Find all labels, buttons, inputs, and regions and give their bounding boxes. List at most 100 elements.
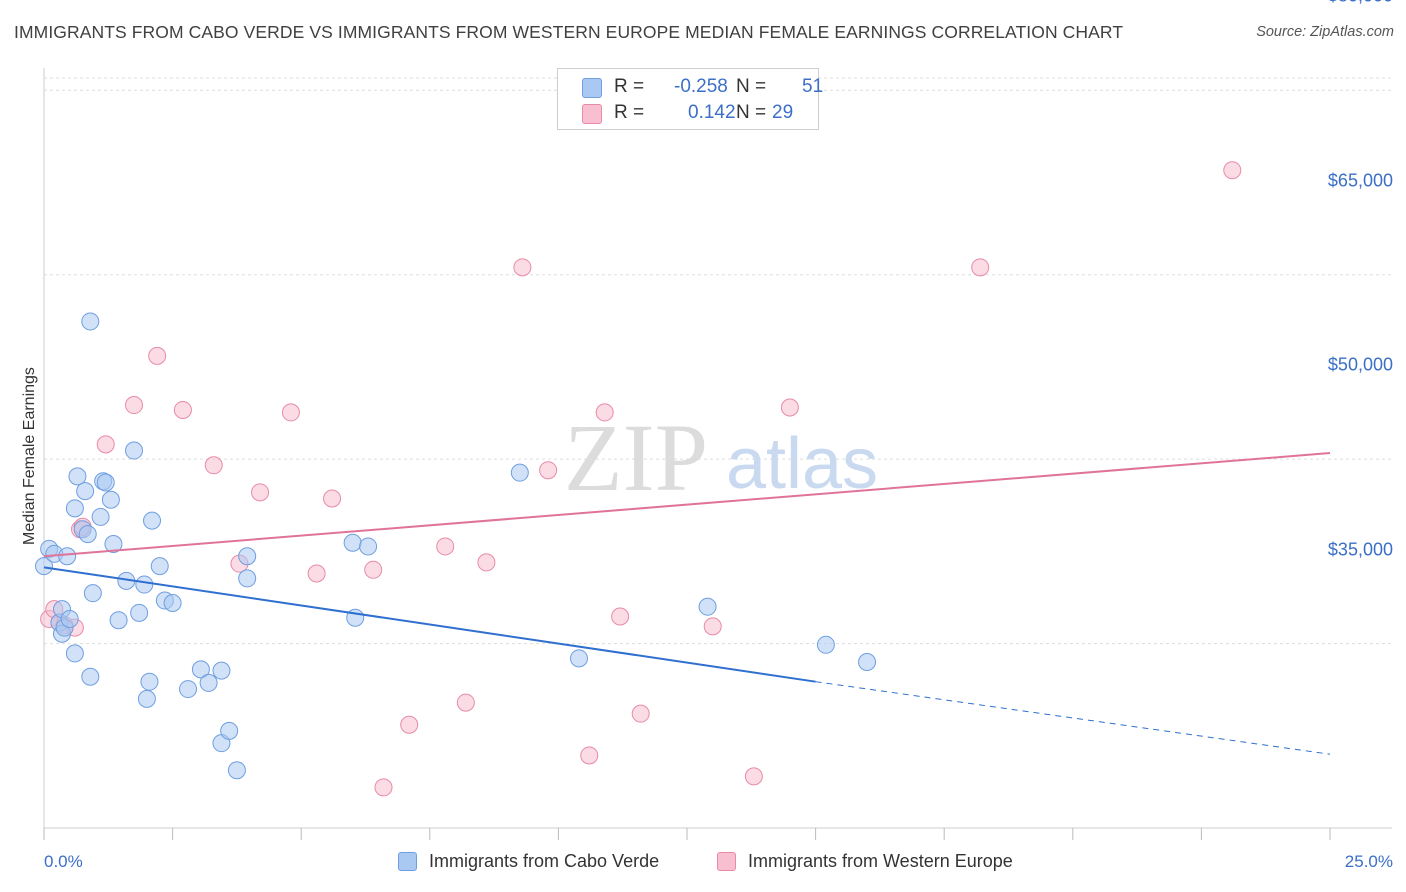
data-point-cabo-verde: [163, 594, 182, 612]
y-tick-label: $80,000: [1328, 0, 1393, 7]
data-point-western-europe: [125, 396, 144, 415]
data-point-cabo-verde: [140, 672, 159, 691]
legend-item-cabo-verde[interactable]: Immigrants from Cabo Verde: [398, 851, 659, 872]
data-point-cabo-verde: [91, 507, 110, 526]
data-point-western-europe: [173, 400, 192, 419]
swatch-cabo-verde: [582, 78, 602, 98]
data-point-cabo-verde: [238, 569, 257, 588]
data-point-western-europe: [307, 564, 326, 583]
legend: Immigrants from Cabo Verde Immigrants fr…: [0, 851, 1406, 877]
data-point-western-europe: [204, 456, 223, 475]
data-point-western-europe: [744, 767, 763, 786]
watermark: ZIP atlas: [564, 404, 878, 511]
data-point-cabo-verde: [359, 537, 378, 556]
data-point-cabo-verde: [343, 533, 362, 552]
n-label: N =: [736, 102, 767, 123]
data-point-western-europe: [281, 403, 300, 422]
legend-item-western-europe[interactable]: Immigrants from Western Europe: [717, 851, 1013, 872]
data-point-western-europe: [364, 560, 383, 579]
data-point-cabo-verde: [143, 511, 162, 530]
data-point-western-europe: [539, 461, 558, 480]
data-point-cabo-verde: [199, 673, 218, 692]
data-point-cabo-verde: [858, 653, 877, 672]
data-point-cabo-verde: [65, 644, 84, 663]
data-point-western-europe: [780, 398, 799, 417]
data-point-western-europe: [513, 258, 532, 277]
source-credit: Source: ZipAtlas.com: [1256, 24, 1394, 40]
y-tick-label: $65,000: [1327, 170, 1393, 191]
legend-swatch-cabo-verde: [398, 852, 417, 871]
correlation-stats-box: R = -0.258 N = 51 R = 0.142 N = 29: [557, 68, 823, 130]
legend-label-cabo-verde: Immigrants from Cabo Verde: [429, 851, 660, 871]
data-point-cabo-verde: [510, 463, 529, 482]
data-point-cabo-verde: [125, 441, 144, 460]
data-point-western-europe: [323, 489, 342, 508]
data-point-cabo-verde: [35, 557, 53, 576]
data-point-cabo-verde: [135, 575, 154, 594]
data-point-western-europe: [631, 704, 650, 723]
x-tick-label-max: 25.0%: [1344, 852, 1393, 871]
data-point-cabo-verde: [569, 649, 588, 668]
data-point-cabo-verde: [109, 611, 128, 630]
x-tick-label-min: 0.0%: [44, 852, 83, 871]
data-point-cabo-verde: [816, 635, 835, 654]
data-point-western-europe: [374, 778, 393, 797]
data-point-cabo-verde: [220, 721, 239, 740]
chart-title: IMMIGRANTS FROM CABO VERDE VS IMMIGRANTS…: [14, 22, 1124, 42]
data-point-cabo-verde: [137, 689, 156, 708]
n-label: N =: [736, 76, 767, 97]
data-point-western-europe: [477, 553, 496, 572]
swatch-western-europe: [582, 104, 602, 124]
r-value: -0.258: [674, 76, 728, 97]
data-point-cabo-verde: [191, 660, 210, 679]
data-point-cabo-verde: [78, 525, 97, 544]
r-label: R =: [614, 76, 645, 97]
data-point-cabo-verde: [60, 609, 79, 628]
data-point-western-europe: [456, 693, 475, 712]
y-tick-label: $35,000: [1327, 539, 1393, 560]
data-point-cabo-verde: [101, 490, 120, 509]
axes: [43, 68, 1392, 840]
data-point-cabo-verde: [238, 547, 257, 566]
legend-label-western-europe: Immigrants from Western Europe: [748, 851, 1013, 871]
data-point-cabo-verde: [81, 312, 100, 331]
n-value: 51: [802, 76, 824, 97]
data-point-western-europe: [1223, 161, 1242, 180]
r-label: R =: [614, 102, 645, 123]
data-point-cabo-verde: [76, 482, 95, 501]
data-point-western-europe: [971, 258, 990, 277]
data-point-cabo-verde: [96, 473, 115, 492]
data-point-western-europe: [703, 617, 722, 636]
watermark-zip: ZIP: [564, 404, 708, 511]
trend-line-cabo-verde: [43, 566, 816, 683]
data-point-cabo-verde: [212, 661, 231, 680]
data-point-western-europe: [148, 346, 167, 365]
data-point-cabo-verde: [150, 557, 169, 576]
series-western-europe-points: [40, 161, 1242, 797]
data-point-western-europe: [595, 403, 614, 422]
data-point-western-europe: [611, 607, 630, 626]
data-point-cabo-verde: [179, 680, 198, 699]
data-point-cabo-verde: [81, 667, 100, 686]
data-point-cabo-verde: [227, 761, 246, 780]
data-point-cabo-verde: [698, 597, 717, 616]
trend-line-cabo-verde-extension: [815, 681, 1331, 755]
n-value: 29: [772, 102, 794, 123]
r-value: 0.142: [688, 102, 736, 123]
legend-swatch-western-europe: [717, 852, 736, 871]
trend-lines: [43, 452, 1331, 755]
data-point-cabo-verde: [58, 547, 77, 566]
data-point-western-europe: [96, 435, 115, 454]
data-point-cabo-verde: [104, 534, 123, 553]
data-point-cabo-verde: [130, 603, 149, 622]
data-point-western-europe: [251, 483, 270, 502]
data-point-western-europe: [580, 746, 599, 765]
data-point-western-europe: [400, 715, 419, 734]
data-point-cabo-verde: [68, 467, 87, 486]
data-point-western-europe: [436, 537, 455, 556]
data-point-cabo-verde: [83, 584, 102, 603]
trend-line-western-europe: [43, 452, 1331, 558]
series-cabo-verde-points: [35, 312, 877, 780]
data-point-cabo-verde: [65, 499, 84, 518]
